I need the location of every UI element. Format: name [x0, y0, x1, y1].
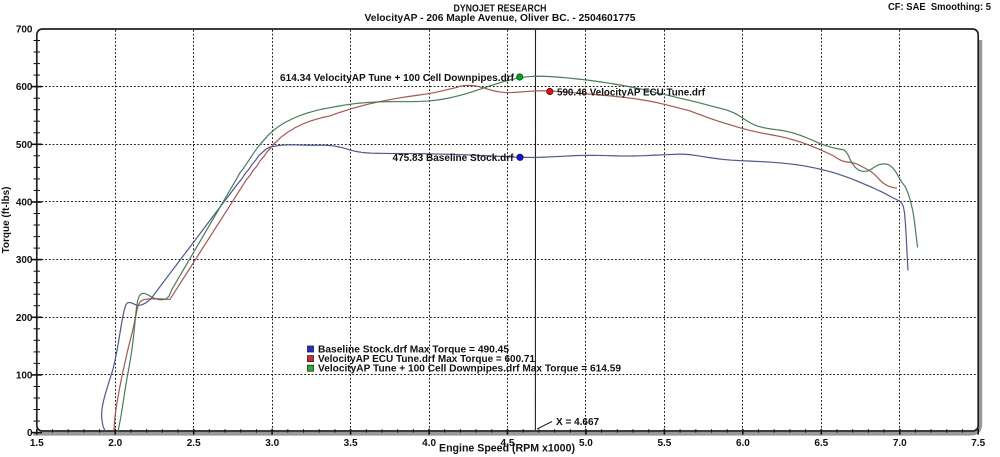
svg-text:DYNOJET RESEARCH: DYNOJET RESEARCH	[454, 3, 547, 14]
svg-text:2.5: 2.5	[187, 438, 201, 449]
svg-text:5.0: 5.0	[579, 438, 593, 449]
svg-text:475.83 Baseline Stock.drf: 475.83 Baseline Stock.drf	[393, 153, 515, 164]
svg-text:CF: SAE Smoothing: 5: CF: SAE Smoothing: 5	[888, 2, 991, 13]
svg-text:500: 500	[16, 140, 33, 151]
svg-text:4.5: 4.5	[501, 438, 515, 449]
svg-text:400: 400	[16, 198, 33, 209]
svg-text:0: 0	[27, 428, 33, 439]
svg-text:5.5: 5.5	[657, 438, 671, 449]
svg-text:300: 300	[16, 255, 33, 266]
svg-text:2.0: 2.0	[108, 438, 122, 449]
svg-text:Torque (ft-lbs): Torque (ft-lbs)	[1, 186, 12, 253]
svg-text:X = 4.667: X = 4.667	[556, 417, 600, 428]
svg-text:3.5: 3.5	[344, 438, 358, 449]
svg-text:7.0: 7.0	[893, 438, 907, 449]
svg-text:Baseline Stock.drf Max Torque: Baseline Stock.drf Max Torque = 490.45	[318, 344, 509, 355]
svg-text:VelocityAP ECU Tune.drf Max To: VelocityAP ECU Tune.drf Max Torque = 600…	[318, 354, 535, 365]
svg-text:614.34 VelocityAP Tune + 100 C: 614.34 VelocityAP Tune + 100 Cell Downpi…	[280, 73, 515, 84]
svg-text:6.0: 6.0	[736, 438, 750, 449]
svg-text:100: 100	[16, 371, 33, 382]
svg-text:VelocityAP - 206 Maple Avenue,: VelocityAP - 206 Maple Avenue, Oliver BC…	[365, 13, 636, 24]
svg-text:6.5: 6.5	[814, 438, 828, 449]
svg-text:1.5: 1.5	[30, 438, 44, 449]
svg-text:700: 700	[16, 25, 33, 36]
svg-text:Engine Speed (RPM x1000): Engine Speed (RPM x1000)	[439, 443, 575, 455]
svg-text:200: 200	[16, 313, 33, 324]
svg-text:7.5: 7.5	[971, 438, 985, 449]
svg-text:4.0: 4.0	[422, 438, 436, 449]
svg-text:VelocityAP Tune + 100 Cell Dow: VelocityAP Tune + 100 Cell Downpipes.drf…	[318, 364, 621, 375]
svg-text:600: 600	[16, 82, 33, 93]
svg-text:590.46 VelocityAP ECU Tune.drf: 590.46 VelocityAP ECU Tune.drf	[557, 88, 706, 99]
svg-text:3.0: 3.0	[265, 438, 279, 449]
